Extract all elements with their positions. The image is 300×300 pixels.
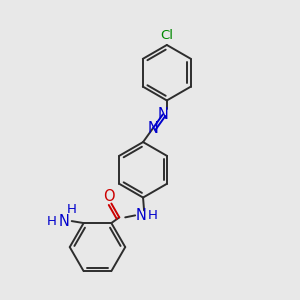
Text: N: N — [158, 107, 168, 122]
Text: N: N — [136, 208, 146, 223]
Text: H: H — [148, 209, 158, 222]
Text: N: N — [148, 121, 158, 136]
Text: N: N — [58, 214, 69, 229]
Text: H: H — [47, 214, 57, 228]
Text: Cl: Cl — [160, 28, 173, 42]
Text: H: H — [67, 203, 77, 216]
Text: O: O — [103, 189, 115, 204]
